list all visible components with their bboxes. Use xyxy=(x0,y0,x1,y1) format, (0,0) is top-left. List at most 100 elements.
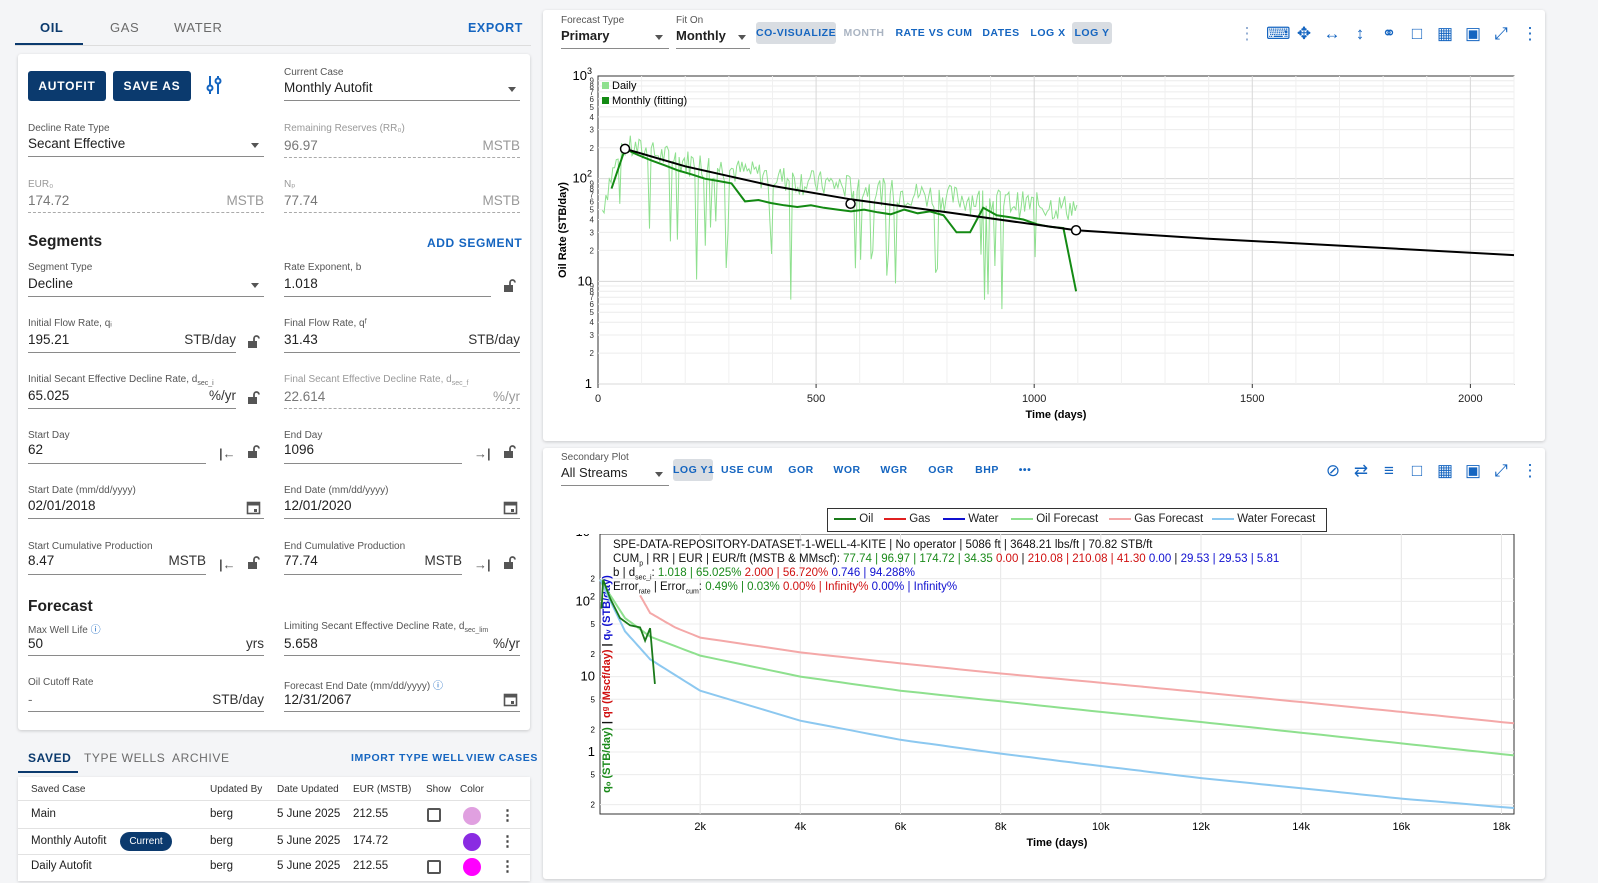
save-as-button[interactable]: SAVE AS xyxy=(113,71,191,101)
unlock-icon[interactable] xyxy=(502,445,516,462)
tab-gas[interactable]: GAS xyxy=(110,20,140,35)
comment-icon[interactable]: □ xyxy=(1411,24,1423,43)
decline-rate-type-select[interactable]: Secant Effective xyxy=(28,136,126,151)
jump-to-end-icon[interactable]: →| xyxy=(474,557,491,572)
help-icon[interactable]: ⓘ xyxy=(432,681,443,692)
show-checkbox[interactable] xyxy=(427,808,441,822)
current-case-select[interactable]: Monthly Autofit xyxy=(284,80,373,95)
use-cum-button[interactable]: USE CUM xyxy=(721,464,773,476)
case-name[interactable]: Monthly Autofit xyxy=(31,835,107,847)
fullscreen-icon[interactable]: ⤢ xyxy=(1494,24,1508,43)
legend-item-gas[interactable]: Gas xyxy=(884,513,930,525)
jump-to-end-icon[interactable]: →| xyxy=(474,446,491,461)
initial-flow-rate-input[interactable]: 195.21 xyxy=(28,332,70,347)
show-checkbox[interactable] xyxy=(427,860,441,874)
export-button[interactable]: EXPORT xyxy=(468,21,523,35)
legend-item-oil[interactable]: Oil xyxy=(834,513,873,525)
co-visualize-button[interactable]: CO-VISUALIZE xyxy=(756,22,836,44)
color-swatch[interactable] xyxy=(463,807,481,825)
notes-icon[interactable]: ≡ xyxy=(1384,461,1394,480)
tab-oil[interactable]: OIL xyxy=(40,20,64,35)
help-icon[interactable]: ⓘ xyxy=(90,625,101,636)
case-name[interactable]: Main xyxy=(31,808,56,820)
jump-to-start-icon[interactable]: |← xyxy=(219,557,236,572)
visibility-off-icon[interactable]: ⊘ xyxy=(1325,461,1341,480)
start-cum-input[interactable]: 8.47 xyxy=(28,553,55,568)
more-vert-icon[interactable]: ⋮ xyxy=(1521,24,1539,43)
table-icon[interactable]: ▦ xyxy=(1436,24,1454,43)
segment-type-select[interactable]: Decline xyxy=(28,276,74,291)
add-segment-button[interactable]: ADD SEGMENT xyxy=(427,236,523,250)
log-y-button[interactable]: LOG Y xyxy=(1072,22,1112,44)
chevron-down-icon[interactable] xyxy=(251,283,259,288)
forecast-type-select[interactable]: Primary xyxy=(561,28,610,43)
view-cases-button[interactable]: VIEW CASES xyxy=(466,752,538,764)
more-vert-icon[interactable]: ⋮ xyxy=(500,807,515,824)
unlock-icon[interactable] xyxy=(246,335,260,352)
oil-cutoff-input[interactable]: - xyxy=(28,692,33,707)
keyboard-icon[interactable]: ⌨ xyxy=(1266,24,1291,43)
gor-button[interactable]: GOR xyxy=(788,464,814,476)
calendar-icon[interactable] xyxy=(503,692,518,710)
lasso-icon[interactable]: ⚭ xyxy=(1381,24,1397,43)
max-well-life-input[interactable]: 50 xyxy=(28,636,44,651)
forecast-end-date-input[interactable]: 12/31/2067 xyxy=(284,692,352,707)
chevron-down-icon[interactable] xyxy=(508,87,516,92)
chevron-down-icon[interactable] xyxy=(655,35,663,40)
case-name[interactable]: Daily Autofit xyxy=(31,860,92,872)
tab-water[interactable]: WATER xyxy=(174,20,223,35)
tab-saved[interactable]: SAVED xyxy=(28,751,72,765)
import-type-well-button[interactable]: IMPORT TYPE WELL xyxy=(351,752,465,764)
rate-vs-cum-button[interactable]: RATE VS CUM xyxy=(895,27,973,39)
unlock-icon[interactable] xyxy=(502,556,516,573)
fullscreen-icon[interactable]: ⤢ xyxy=(1494,461,1508,480)
bhp-button[interactable]: BHP xyxy=(975,464,999,476)
focus-icon[interactable]: ▣ xyxy=(1464,24,1482,43)
end-cum-input[interactable]: 77.74 xyxy=(284,553,318,568)
log-x-button[interactable]: LOG X xyxy=(1030,27,1066,39)
chevron-down-icon[interactable] xyxy=(251,143,259,148)
log-y1-button[interactable]: LOG Y1 xyxy=(673,459,714,481)
jump-to-start-icon[interactable]: |← xyxy=(219,446,236,461)
legend-item-oil-forecast[interactable]: Oil Forecast xyxy=(1011,513,1098,525)
comment-icon[interactable]: □ xyxy=(1411,461,1423,480)
limiting-decline-input[interactable]: 5.658 xyxy=(284,636,318,651)
fit-on-select[interactable]: Monthly xyxy=(676,28,726,43)
legend-item-water[interactable]: Water xyxy=(943,513,998,525)
all-streams-chart[interactable]: 2 5 2 5 2 5 2 1 10 102 103 2k 4k 6k 8k 10k 12k 14k 16k 18k T… xyxy=(554,534,1539,879)
legend-item-gas-forecast[interactable]: Gas Forecast xyxy=(1109,513,1203,525)
shuffle-icon[interactable]: ⇄ xyxy=(1353,461,1369,480)
autofit-button[interactable]: AUTOFIT xyxy=(28,71,106,101)
month-button[interactable]: MONTH xyxy=(843,27,885,39)
secondary-plot-select[interactable]: All Streams xyxy=(561,465,628,480)
chevron-down-icon[interactable] xyxy=(655,472,663,477)
more-vert-icon[interactable]: ⋮ xyxy=(500,858,515,875)
wgr-button[interactable]: WGR xyxy=(880,464,908,476)
table-icon[interactable]: ▦ xyxy=(1436,461,1454,480)
unlock-icon[interactable] xyxy=(502,279,516,296)
unlock-icon[interactable] xyxy=(246,391,260,408)
more-vert-icon[interactable]: ⋮ xyxy=(500,833,515,850)
dates-button[interactable]: DATES xyxy=(982,27,1020,39)
tab-archive[interactable]: ARCHIVE xyxy=(172,751,230,765)
tab-type-wells[interactable]: TYPE WELLS xyxy=(84,751,166,765)
chevron-down-icon[interactable] xyxy=(738,35,746,40)
focus-icon[interactable]: ▣ xyxy=(1464,461,1482,480)
end-date-input[interactable]: 12/01/2020 xyxy=(284,498,352,513)
more-horiz-icon[interactable]: ••• xyxy=(1018,464,1032,476)
start-date-input[interactable]: 02/01/2018 xyxy=(28,498,96,513)
unlock-icon[interactable] xyxy=(246,556,260,573)
drag-handle-icon[interactable]: ⋮ xyxy=(1238,24,1256,43)
ogr-button[interactable]: OGR xyxy=(928,464,954,476)
more-vert-icon[interactable]: ⋮ xyxy=(1521,461,1539,480)
rate-exponent-input[interactable]: 1.018 xyxy=(284,276,318,291)
end-day-input[interactable]: 1096 xyxy=(284,442,315,457)
move-icon[interactable]: ✥ xyxy=(1296,24,1312,43)
final-flow-rate-input[interactable]: 31.43 xyxy=(284,332,318,347)
start-day-input[interactable]: 62 xyxy=(28,442,44,457)
tune-icon[interactable] xyxy=(205,75,223,95)
legend-item-water-forecast[interactable]: Water Forecast xyxy=(1212,513,1315,525)
color-swatch[interactable] xyxy=(463,833,481,851)
horizontal-resize-icon[interactable]: ↔ xyxy=(1323,24,1341,43)
